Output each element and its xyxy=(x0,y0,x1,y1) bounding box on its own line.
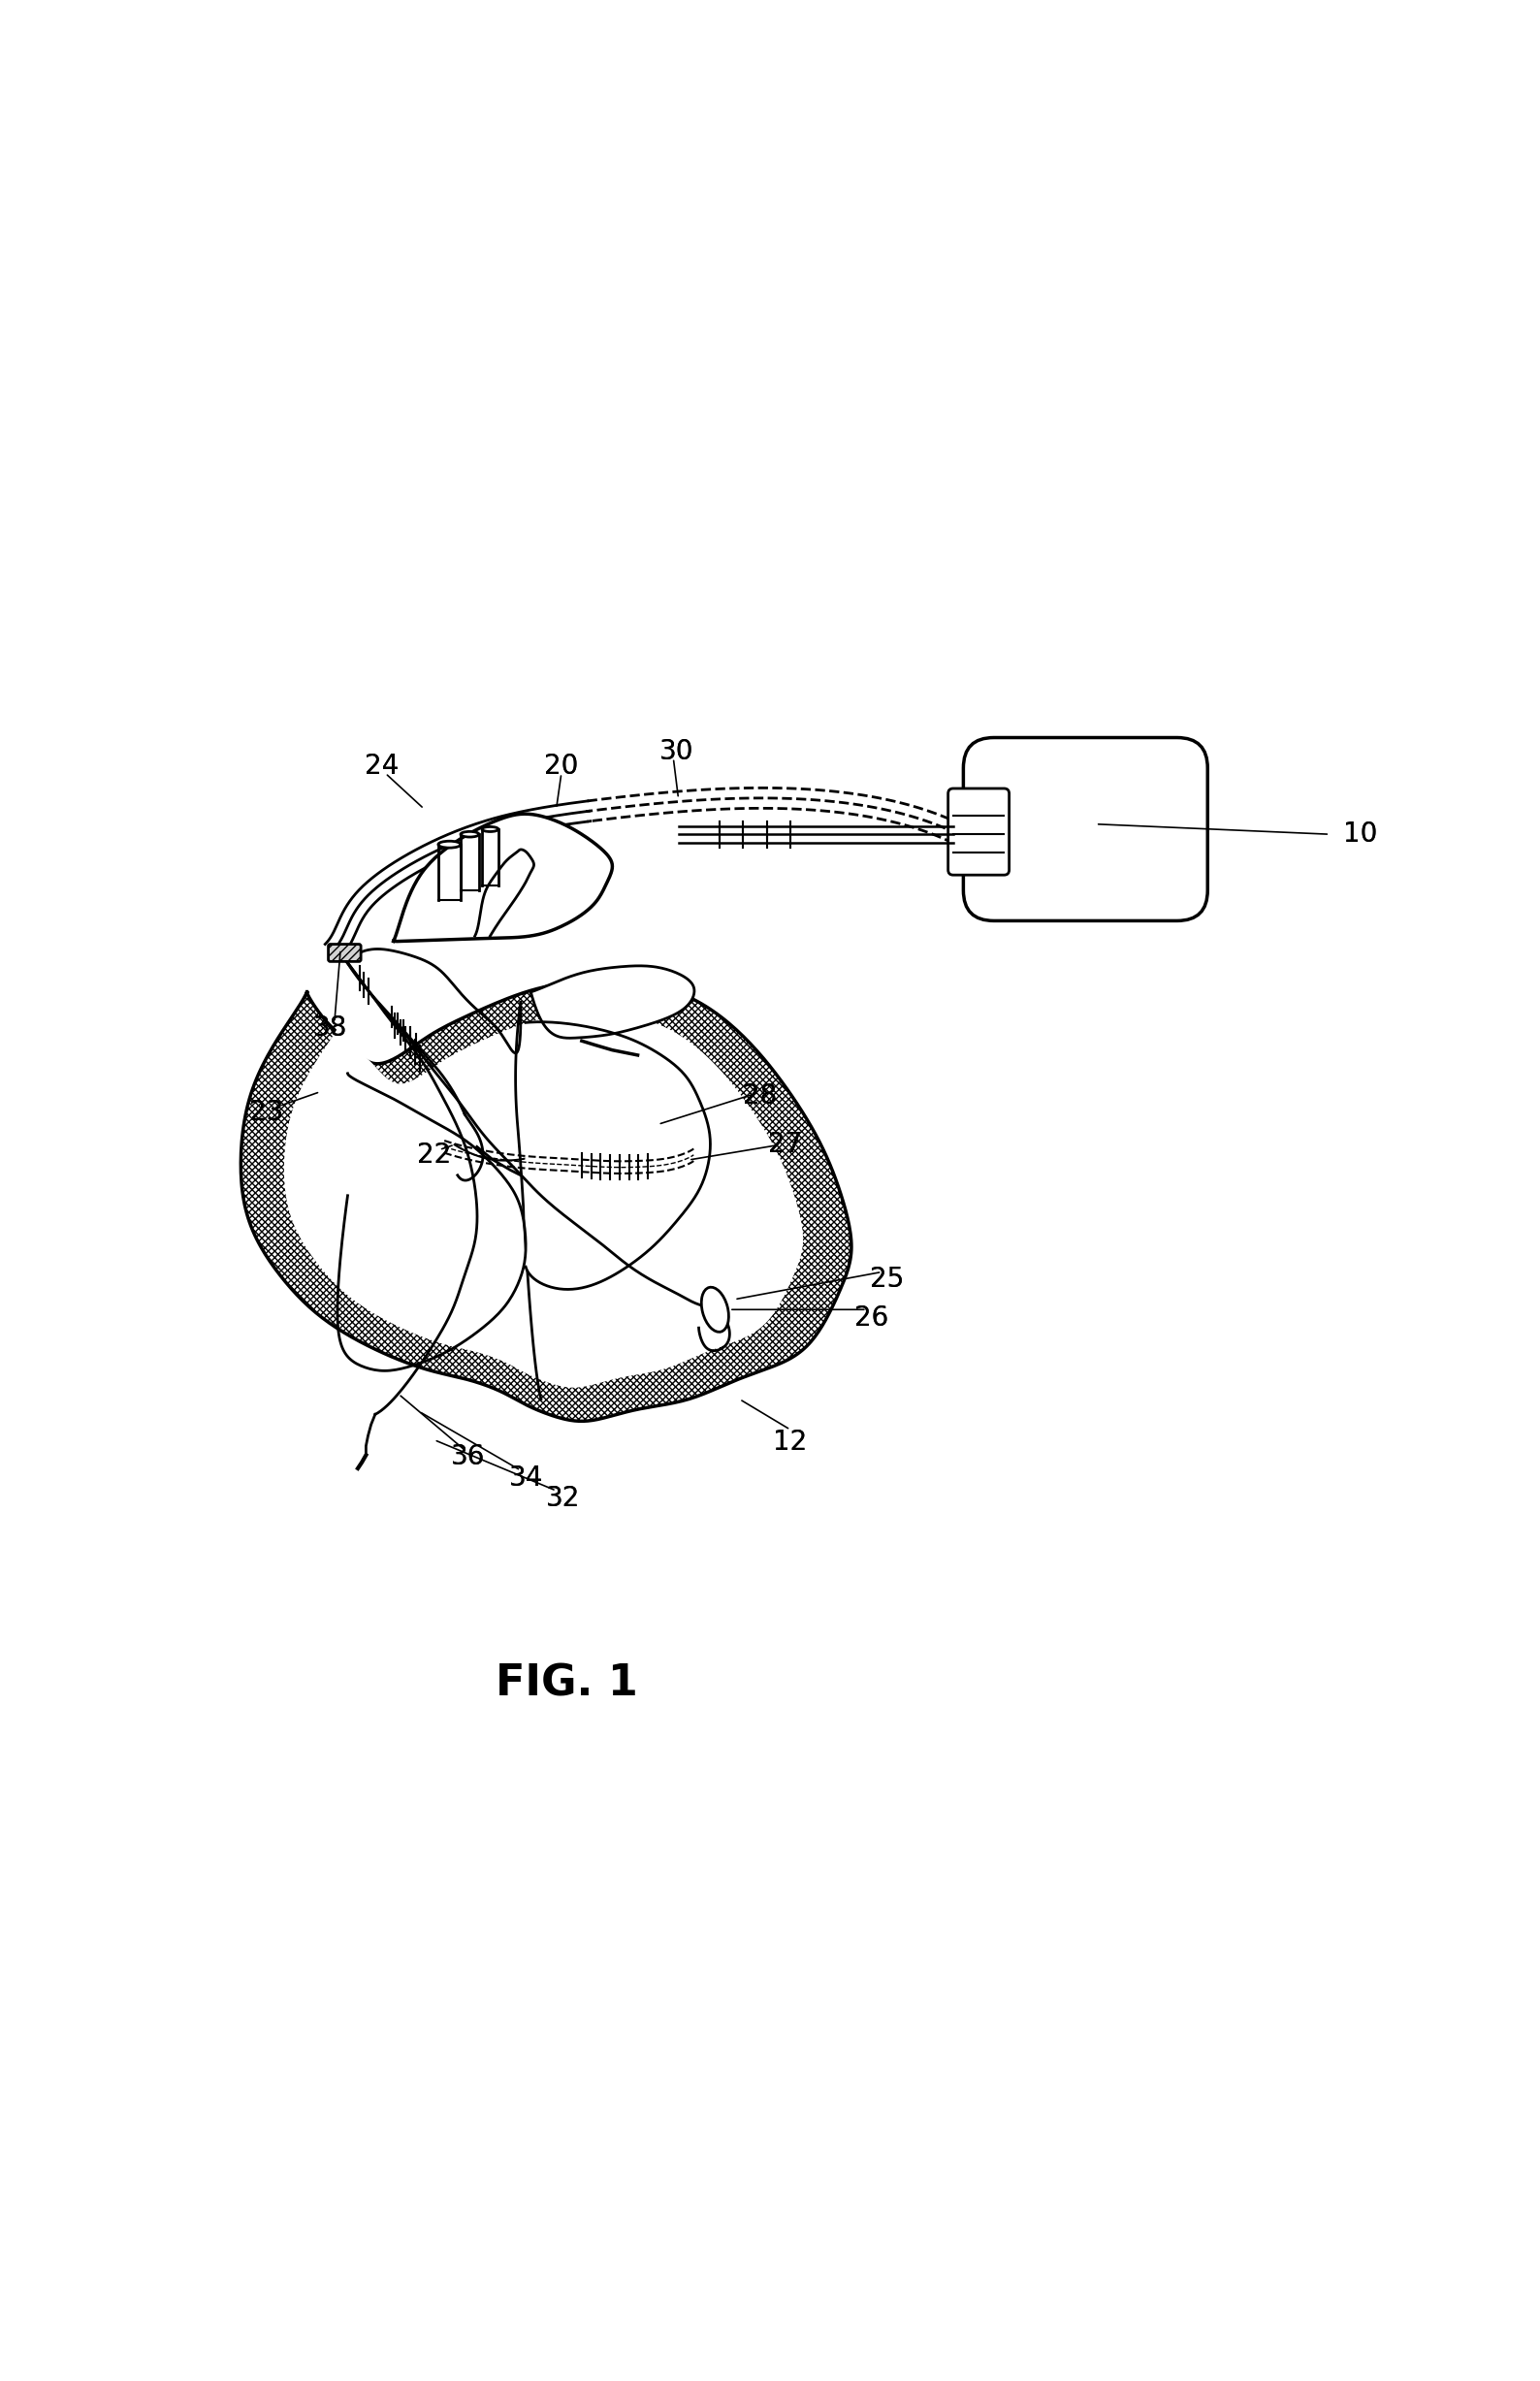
Text: 30: 30 xyxy=(659,738,693,764)
Text: 24: 24 xyxy=(363,752,399,779)
Text: 12: 12 xyxy=(773,1429,807,1455)
Text: 28: 28 xyxy=(742,1083,776,1110)
Text: 20: 20 xyxy=(544,752,579,779)
Text: 27: 27 xyxy=(768,1131,802,1157)
Text: 38: 38 xyxy=(313,1014,348,1040)
Text: 22: 22 xyxy=(417,1140,451,1169)
Ellipse shape xyxy=(439,840,460,848)
Text: 28: 28 xyxy=(742,1083,776,1110)
Text: 34: 34 xyxy=(508,1464,544,1493)
Polygon shape xyxy=(393,814,613,940)
FancyBboxPatch shape xyxy=(949,788,1009,874)
Polygon shape xyxy=(531,967,695,1038)
Ellipse shape xyxy=(701,1288,728,1331)
Text: 26: 26 xyxy=(855,1305,889,1331)
Text: 22: 22 xyxy=(417,1140,451,1169)
Text: 34: 34 xyxy=(508,1464,544,1493)
Text: 30: 30 xyxy=(659,738,693,764)
Text: 25: 25 xyxy=(870,1264,904,1293)
Polygon shape xyxy=(525,1021,710,1291)
Text: 38: 38 xyxy=(313,1014,348,1040)
Text: 10: 10 xyxy=(1343,821,1377,848)
Text: 27: 27 xyxy=(768,1131,802,1157)
Text: 20: 20 xyxy=(544,752,579,779)
FancyBboxPatch shape xyxy=(964,738,1207,921)
Text: 23: 23 xyxy=(249,1098,283,1126)
Polygon shape xyxy=(283,1012,802,1388)
Text: FIG. 1: FIG. 1 xyxy=(496,1664,638,1705)
Text: 36: 36 xyxy=(451,1443,485,1471)
Text: 32: 32 xyxy=(547,1486,581,1512)
Ellipse shape xyxy=(460,831,479,838)
FancyBboxPatch shape xyxy=(328,945,360,962)
Text: 23: 23 xyxy=(249,1098,283,1126)
Text: 26: 26 xyxy=(855,1305,889,1331)
Ellipse shape xyxy=(482,826,499,831)
Polygon shape xyxy=(240,981,852,1421)
Text: 24: 24 xyxy=(363,752,399,779)
Polygon shape xyxy=(474,850,534,936)
Text: 12: 12 xyxy=(773,1429,807,1455)
Text: 32: 32 xyxy=(547,1486,581,1512)
Text: 36: 36 xyxy=(451,1443,485,1471)
Text: 10: 10 xyxy=(1343,821,1377,848)
Text: 25: 25 xyxy=(870,1264,904,1293)
